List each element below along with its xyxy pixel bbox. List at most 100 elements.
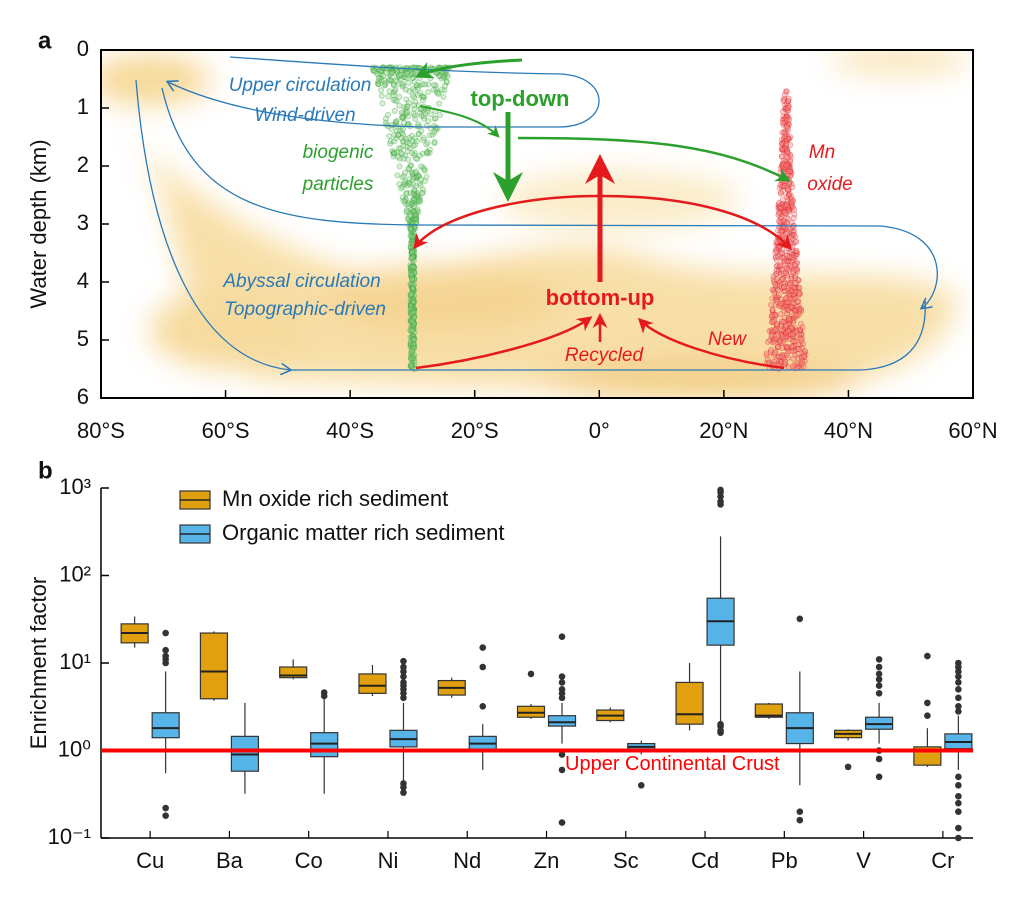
particle <box>790 300 797 307</box>
particle <box>775 269 782 276</box>
particle <box>788 201 795 208</box>
particle <box>779 344 786 351</box>
particle <box>790 326 796 333</box>
outlier <box>558 679 566 686</box>
outlier <box>558 633 566 640</box>
outlier <box>527 670 535 678</box>
particle <box>375 78 382 85</box>
particle <box>410 297 417 304</box>
particle <box>790 284 797 291</box>
particle <box>796 308 803 315</box>
particle <box>432 82 439 89</box>
particle <box>415 85 422 91</box>
particle <box>398 185 405 192</box>
particle <box>409 208 416 215</box>
particle <box>771 316 778 323</box>
particle <box>781 131 788 138</box>
particle <box>782 207 789 214</box>
particle <box>787 205 794 212</box>
particle <box>382 79 389 86</box>
particle <box>791 291 798 298</box>
particle <box>783 201 790 208</box>
particle <box>785 135 792 142</box>
particle <box>769 328 775 335</box>
particle <box>781 288 788 295</box>
particle <box>770 329 777 336</box>
particle <box>788 315 795 322</box>
particle <box>787 159 794 165</box>
particle <box>778 359 785 366</box>
particle <box>771 311 778 318</box>
particle <box>405 216 412 223</box>
particle <box>405 165 412 172</box>
particle <box>780 217 787 224</box>
particle <box>390 153 397 160</box>
particle <box>408 217 415 224</box>
particle <box>775 287 781 293</box>
particle <box>439 86 445 93</box>
particle <box>776 206 783 212</box>
particle <box>410 320 417 327</box>
particle <box>792 239 799 246</box>
particle <box>409 290 416 297</box>
particle <box>411 202 418 209</box>
particle <box>780 141 787 148</box>
particle <box>780 121 787 128</box>
particle <box>779 205 786 212</box>
particle <box>783 231 789 238</box>
outlier <box>844 763 852 771</box>
particle <box>394 69 401 76</box>
particle <box>378 76 385 83</box>
particle <box>796 306 803 312</box>
particle <box>407 318 414 325</box>
particle <box>386 77 392 83</box>
particle <box>393 98 400 105</box>
y-tick-label: 5 <box>77 326 89 351</box>
particle <box>785 299 792 306</box>
particle <box>790 215 797 222</box>
particle <box>409 197 416 204</box>
particle <box>782 144 788 151</box>
particle <box>409 275 416 282</box>
particle <box>788 288 795 295</box>
particle <box>781 327 787 334</box>
particle <box>786 317 793 324</box>
particle <box>773 256 780 263</box>
particle <box>772 293 779 300</box>
particle <box>773 263 780 270</box>
particle <box>788 194 795 200</box>
particle <box>770 273 777 280</box>
particle <box>410 264 417 271</box>
particle <box>783 114 790 121</box>
particle <box>794 304 800 310</box>
particle <box>778 204 785 211</box>
annotation: bottom-up <box>546 285 655 310</box>
panel-label: a <box>38 27 52 54</box>
particle <box>783 302 790 309</box>
particle <box>782 130 789 136</box>
particle <box>780 113 787 120</box>
outlier <box>875 682 883 690</box>
particle <box>415 208 422 215</box>
particle <box>781 204 788 210</box>
outlier <box>717 498 724 505</box>
particle <box>783 333 789 340</box>
particle <box>411 329 418 336</box>
particle <box>779 351 785 358</box>
particle <box>783 269 790 276</box>
particle <box>780 254 787 261</box>
particle <box>783 306 790 313</box>
particle <box>410 336 417 343</box>
outlier <box>924 652 931 660</box>
particle <box>792 328 799 335</box>
particle <box>412 225 419 232</box>
particle <box>406 179 413 186</box>
particle <box>787 299 794 306</box>
particle <box>406 145 413 152</box>
particle <box>779 276 786 282</box>
particle <box>387 140 393 147</box>
particle <box>399 150 406 157</box>
particle <box>396 163 403 170</box>
particle <box>769 306 776 313</box>
particle <box>399 130 406 136</box>
